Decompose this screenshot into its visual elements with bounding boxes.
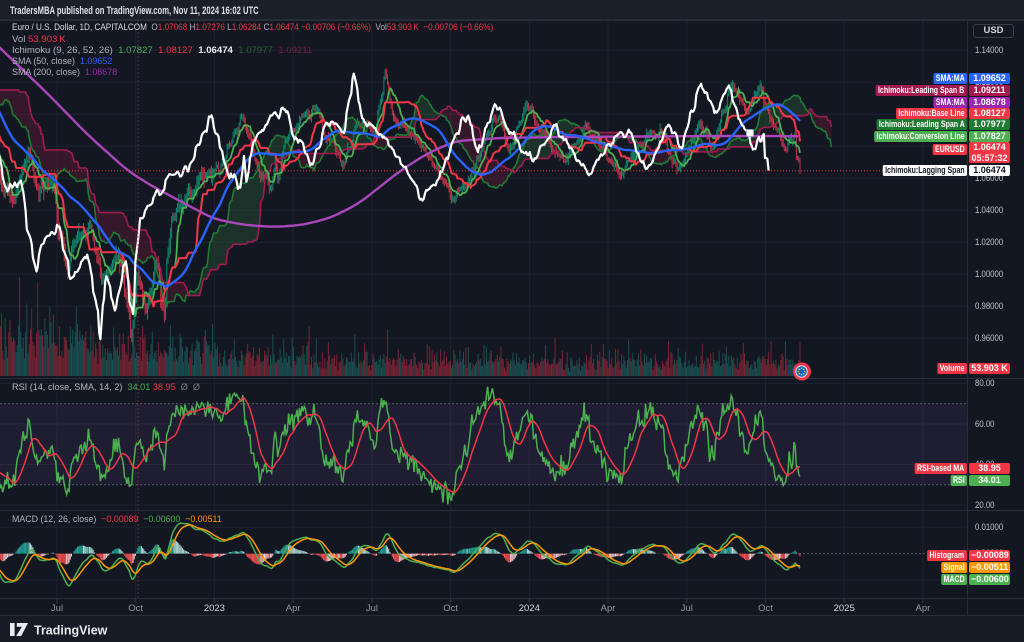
- svg-text:TradingView: TradingView: [34, 624, 108, 638]
